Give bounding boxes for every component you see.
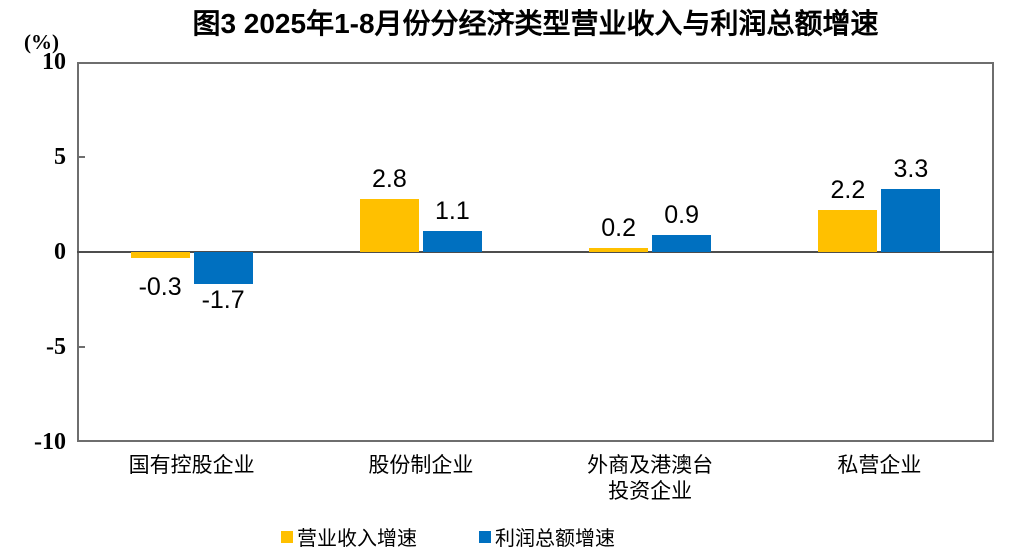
bar-revenue-3	[818, 210, 878, 252]
bar-revenue-2	[589, 248, 649, 252]
profit-growth-legend-label: 利润总额增速	[495, 528, 615, 550]
value-label: 1.1	[434, 197, 470, 226]
value-label: 2.8	[371, 164, 407, 193]
bar-profit-3	[881, 189, 941, 252]
chart-title: 图3 2025年1-8月份分经济类型营业收入与利润总额增速	[192, 8, 879, 39]
legend-item-revenue-growth: 营业收入增速	[281, 522, 417, 551]
value-label: 0.2	[601, 214, 637, 243]
bar-profit-2	[652, 234, 712, 252]
revenue-growth-legend-label: 营业收入增速	[297, 528, 417, 550]
category-label: 股份制企业	[368, 453, 474, 477]
legend-item-profit-growth: 利润总额增速	[479, 522, 615, 551]
value-label: -0.3	[138, 273, 182, 301]
y-tick-mark	[77, 156, 85, 158]
bar-profit-1	[422, 231, 482, 252]
y-tick-mark	[77, 346, 85, 348]
y-tick-label: 5	[54, 144, 66, 170]
y-tick-label: -10	[34, 429, 66, 455]
y-axis-unit-label: (%)	[24, 30, 59, 54]
category-label: 国有控股企业	[128, 453, 255, 477]
legend: 营业收入增速 利润总额增速	[281, 522, 615, 551]
value-label: -1.7	[201, 286, 245, 315]
value-label: 2.2	[830, 176, 866, 205]
profit-growth-swatch-icon	[479, 530, 491, 543]
y-tick-label: 10	[42, 49, 66, 75]
y-tick-label: 0	[54, 239, 66, 265]
zero-axis-line	[77, 251, 994, 253]
y-tick-label: -5	[46, 334, 66, 360]
bar-revenue-1	[359, 198, 419, 252]
value-label: 3.3	[893, 155, 929, 184]
value-label: 0.9	[664, 200, 700, 229]
category-label: 外商及港澳台 投资企业	[587, 453, 714, 503]
revenue-growth-swatch-icon	[281, 530, 293, 543]
bar-revenue-0	[130, 252, 190, 258]
bar-profit-0	[193, 252, 253, 285]
category-label: 私营企业	[837, 453, 922, 477]
